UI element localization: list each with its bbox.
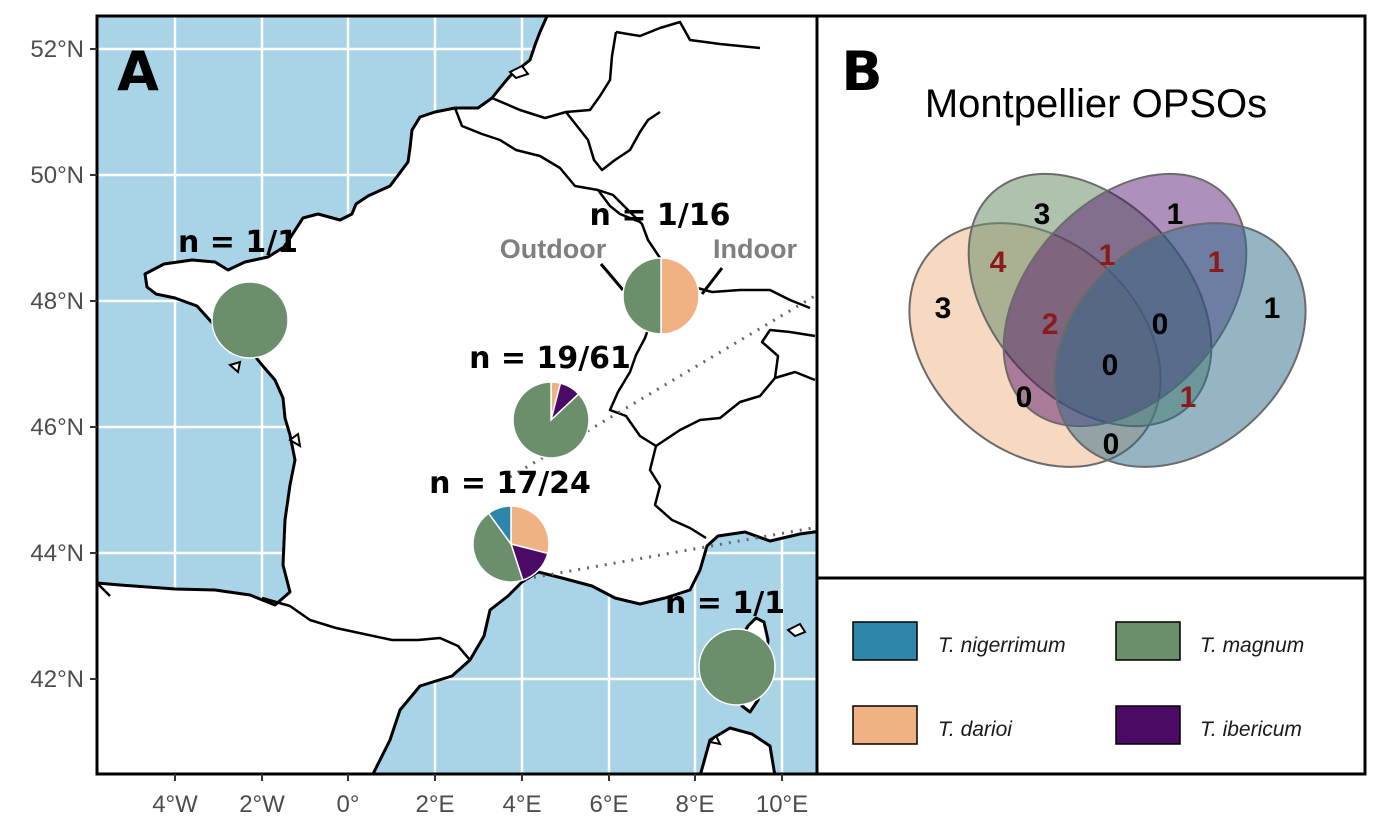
legend-swatch xyxy=(852,705,918,745)
lat-tick-label: 42°N xyxy=(30,666,84,693)
map-panel: n = 1/1 n = 1/16 n = 19/61 n = 17/24 n =… xyxy=(30,14,1101,818)
site-label: n = 1/16 xyxy=(590,198,731,233)
legend: T. nigerrimum T. magnum T. darioi T. ibe… xyxy=(815,576,1367,776)
site-label: n = 17/24 xyxy=(429,466,591,501)
pie-site-3 xyxy=(512,381,590,459)
land-sardinia xyxy=(698,726,777,774)
venn-value: 4 xyxy=(990,246,1007,279)
legend-swatch xyxy=(1115,705,1181,745)
outdoor-label: Outdoor xyxy=(500,234,607,264)
pie-slice xyxy=(211,281,289,359)
panel-a-label: A xyxy=(117,40,159,103)
venn-value: 0 xyxy=(1152,308,1169,341)
site-label: n = 19/61 xyxy=(469,341,631,376)
site-label: n = 1/1 xyxy=(665,586,785,621)
lat-ticks: 52°N 50°N 48°N 46°N 44°N 42°N xyxy=(30,36,97,693)
land-island xyxy=(786,622,807,638)
pie-site-1 xyxy=(211,281,289,359)
pie-slice xyxy=(510,505,550,555)
legend-label: T. darioi xyxy=(938,718,1013,741)
lat-tick-label: 50°N xyxy=(30,162,84,189)
venn-value: 3 xyxy=(935,292,952,325)
venn-value: 1 xyxy=(1099,239,1116,272)
lon-tick-label: 0° xyxy=(337,791,360,818)
pie-site-2 xyxy=(622,257,700,335)
leader-lines xyxy=(599,263,724,295)
lat-tick-label: 48°N xyxy=(30,288,84,315)
venn-value: 0 xyxy=(1103,428,1120,461)
venn-value: 1 xyxy=(1167,198,1184,231)
lat-tick-label: 46°N xyxy=(30,414,84,441)
land-island xyxy=(707,734,722,746)
lon-tick-label: 10°E xyxy=(756,791,808,818)
land-island xyxy=(508,64,530,80)
legend-label: T. magnum xyxy=(1200,634,1304,657)
pie-slice xyxy=(512,381,590,459)
lon-tick-label: 8°E xyxy=(676,791,715,818)
panel-b-label: B xyxy=(841,40,882,103)
venn-value: 1 xyxy=(1264,292,1281,325)
legend-label: T. nigerrimum xyxy=(938,634,1066,657)
pie-slice xyxy=(472,512,524,583)
venn-panel: B Montpellier OPSOs 3 1 3 1 4 1 1 2 0 0 … xyxy=(815,14,1367,580)
lat-tick-label: 44°N xyxy=(30,540,84,567)
venn-value: 0 xyxy=(1016,381,1033,414)
lon-ticks: 4°W 2°W 0° 2°E 4°E 6°E 8°E 10°E xyxy=(152,774,808,818)
legend-swatch xyxy=(852,621,918,661)
venn-value: 3 xyxy=(1034,198,1051,231)
venn-ellipse-nigerrimum xyxy=(1053,222,1307,468)
lon-tick-label: 2°E xyxy=(416,791,455,818)
venn-title: Montpellier OPSOs xyxy=(925,82,1267,126)
pie-slice xyxy=(487,505,512,547)
lon-tick-label: 4°E xyxy=(503,791,542,818)
lat-tick-label: 52°N xyxy=(30,36,84,63)
venn-value: 1 xyxy=(1180,381,1197,414)
land-island xyxy=(288,432,302,448)
land-europe xyxy=(97,16,817,774)
venn-value: 0 xyxy=(1102,349,1119,382)
pie-slice xyxy=(622,257,662,335)
pie-slice xyxy=(660,257,700,335)
lon-tick-label: 6°E xyxy=(590,791,629,818)
pie-site-4 xyxy=(472,505,550,583)
lon-tick-label: 2°W xyxy=(239,791,285,818)
indoor-label: Indoor xyxy=(713,234,797,264)
venn-value: 1 xyxy=(1208,246,1225,279)
venn-value: 2 xyxy=(1042,308,1059,341)
site-label: n = 1/1 xyxy=(178,225,298,260)
legend-swatch xyxy=(1115,621,1181,661)
legend-label: T. ibericum xyxy=(1200,718,1302,741)
land-island xyxy=(227,360,242,374)
lon-tick-label: 4°W xyxy=(152,791,198,818)
pie-site-5 xyxy=(698,628,776,706)
pie-slice xyxy=(698,628,776,706)
